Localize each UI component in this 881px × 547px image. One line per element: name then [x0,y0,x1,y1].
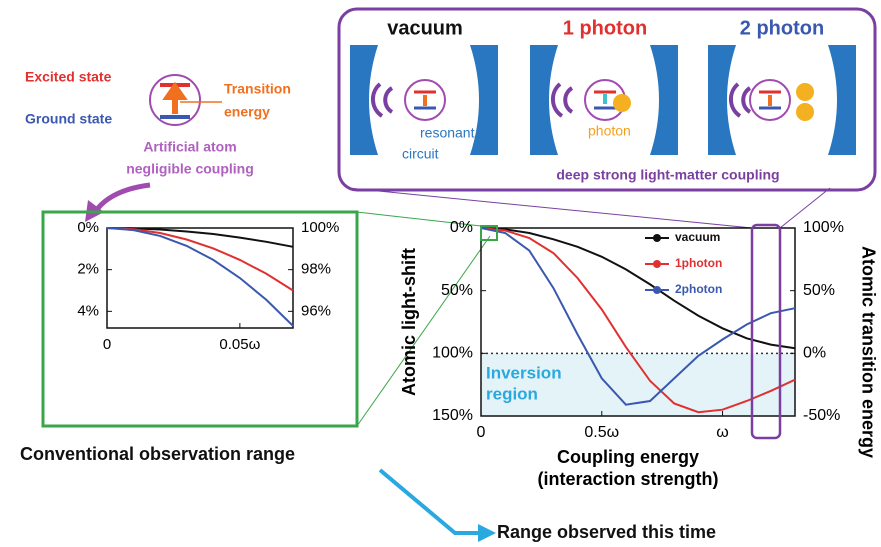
x-axis-title: Coupling energy [557,447,699,467]
panel-title: 1 photon [563,17,647,39]
label: resonant [420,125,475,141]
panel-title: vacuum [387,17,463,39]
label: Conventional observation range [20,444,295,464]
arrow-head [478,524,496,542]
y2-tick-label: 100% [301,219,339,236]
y-axis-title: Atomic light-shift [399,248,419,396]
x-tick-label: 0 [103,336,111,353]
legend-marker [653,260,661,268]
label: energy [224,104,270,120]
figure: Excited state Ground state Transition en… [0,0,881,547]
label: Artificial atom [143,139,236,155]
legend-label: 2photon [675,282,722,296]
legend-marker [653,286,661,294]
series-line [107,228,293,291]
y-tick-label: 0% [77,219,99,236]
legend-label: 1photon [675,256,722,270]
y2-tick-label: 98% [301,261,331,278]
y-tick-label: 0% [450,219,473,236]
arrow [380,470,480,533]
y2-tick-label: -50% [803,407,840,424]
y-tick-label: 4% [77,302,99,319]
label: photon [588,123,631,139]
y-tick-label: 150% [432,407,473,424]
connector [357,236,490,426]
x-tick-label: 0.05ω [219,336,260,353]
label: Range observed this time [497,522,716,542]
legend-label: vacuum [675,230,720,244]
legend-marker [653,234,661,242]
y-tick-label: 100% [432,345,473,362]
y2-tick-label: 100% [803,219,844,236]
y-tick-label: 50% [441,282,473,299]
label: Transition [224,81,291,97]
y2-axis-title: Atomic transition energy [858,246,878,458]
panel-title: 2 photon [740,17,824,39]
y2-tick-label: 50% [803,282,835,299]
label: Ground state [25,111,112,127]
x-axis-title: (interaction strength) [537,469,718,489]
label: Excited state [25,69,112,85]
label: deep strong light-matter coupling [556,167,779,183]
y2-tick-label: 0% [803,345,826,362]
y2-tick-label: 96% [301,302,331,319]
x-tick-label: 0 [477,424,486,441]
series-line [481,228,795,348]
x-tick-label: ω [716,424,729,441]
label: circuit [402,146,439,162]
pointer-arrow [95,185,150,212]
annotation: Inversion [486,363,562,382]
connector [348,188,752,228]
label: negligible coupling [126,161,254,177]
series-line [107,228,293,326]
annotation: region [486,384,538,403]
y-tick-label: 2% [77,261,99,278]
x-tick-label: 0.5ω [584,424,619,441]
